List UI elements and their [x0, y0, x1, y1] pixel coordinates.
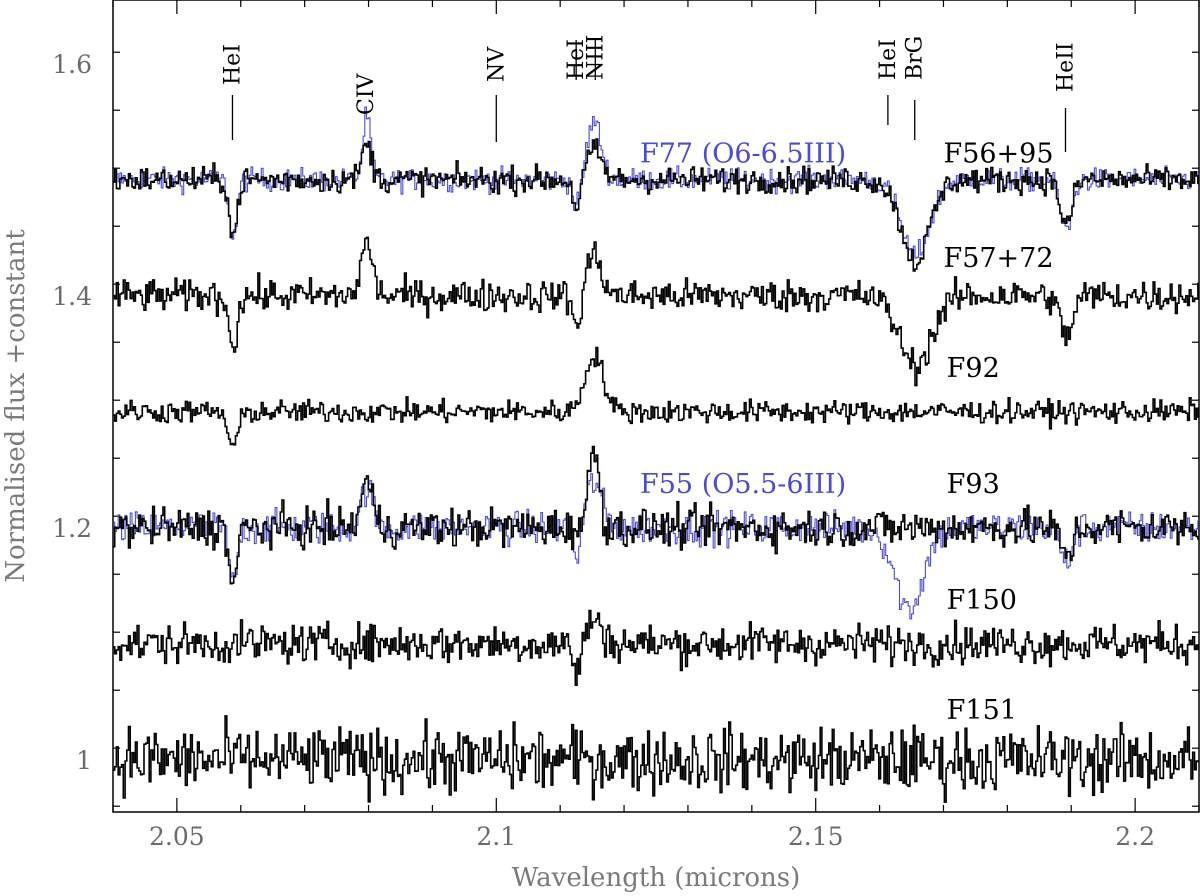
spectrum-f150 — [113, 609, 1199, 686]
line-id-label: HeI — [876, 39, 901, 80]
line-id-label: NIII — [583, 35, 608, 80]
line-id-label: HeI — [220, 44, 245, 85]
y-tick-label: 1.6 — [52, 50, 92, 79]
spectrum-label: F55 (O5.5-6III) — [640, 469, 846, 500]
y-tick-label: 1.2 — [52, 514, 92, 543]
x-axis-title: Wavelength (microns) — [512, 863, 801, 893]
line-id-label: CIV — [354, 72, 379, 115]
y-tick-labels: 1 1.2 1.4 1.6 — [52, 50, 92, 775]
spectrum-f56+95 — [113, 138, 1199, 272]
spectrum-f57+72 — [113, 236, 1199, 387]
axis-ticks — [112, 0, 1200, 812]
spectrum-label: F77 (O6-6.5III) — [640, 138, 846, 169]
spectrum-f92 — [113, 346, 1199, 446]
spectrum-label: F150 — [947, 585, 1017, 616]
x-tick-label: 2.15 — [788, 822, 844, 851]
line-id-label: NV — [484, 46, 509, 82]
spectrum-label: F151 — [947, 695, 1017, 726]
line-id-label: HeII — [1053, 42, 1078, 92]
spectrum-f151 — [113, 715, 1199, 803]
y-axis-title: Normalised flux +constant — [1, 229, 31, 583]
y-tick-label: 1.4 — [52, 282, 92, 311]
spectrum-labels: F77 (O6-6.5III) F55 (O5.5-6III) F56+95 F57+… — [640, 138, 1054, 726]
x-tick-label: 2.2 — [1115, 822, 1155, 851]
spectra-series — [113, 106, 1199, 803]
y-tick-label: 1 — [76, 746, 92, 775]
spectrum-label: F92 — [947, 353, 1000, 384]
spectrum-f93 — [113, 445, 1199, 585]
x-tick-label: 2.05 — [149, 822, 205, 851]
plot-frame — [112, 0, 1200, 813]
line-id-label: HeI — [564, 39, 589, 80]
x-tick-label: 2.1 — [476, 822, 516, 851]
x-tick-labels: 2.05 2.1 2.15 2.2 — [149, 822, 1155, 851]
spectrum-label: F93 — [947, 469, 1000, 500]
line-id-label: BrG — [903, 36, 928, 80]
spectrum-label: F57+72 — [943, 243, 1053, 274]
spectrum-label: F56+95 — [943, 138, 1053, 169]
